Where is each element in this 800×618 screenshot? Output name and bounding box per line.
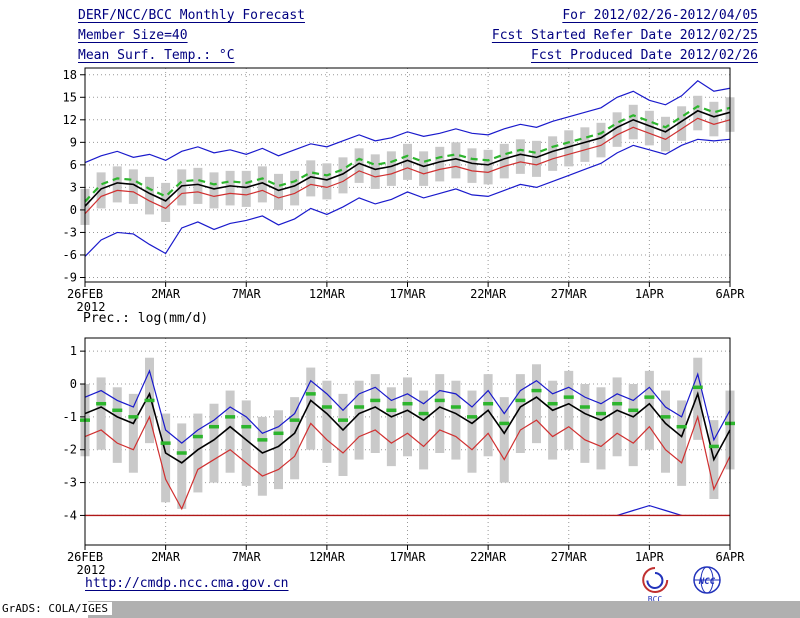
svg-text:22MAR: 22MAR bbox=[470, 287, 507, 301]
bcc-logo-label: BCC bbox=[648, 595, 663, 604]
upper-blue-line bbox=[84, 369, 731, 444]
svg-text:0: 0 bbox=[70, 377, 77, 391]
axis-labels: -9 -6 -3 0 3 6 9 12 15 18 26FEB 2MAR 7MAR 12MAR 17MAR 2… bbox=[63, 68, 746, 314]
svg-text:-3: -3 bbox=[63, 476, 77, 490]
svg-text:-6: -6 bbox=[63, 248, 77, 262]
grads-credit: GrADS: COLA/IGES bbox=[2, 602, 112, 615]
produced-date-label: Fcst Produced Date 2012/02/26 bbox=[531, 48, 758, 63]
green-dashed-line bbox=[84, 105, 731, 203]
svg-text:27MAR: 27MAR bbox=[551, 550, 588, 564]
refer-date-label: Fcst Started Refer Date 2012/02/25 bbox=[491, 28, 758, 43]
svg-text:2012: 2012 bbox=[77, 300, 106, 314]
org-logos: BCC NCC bbox=[642, 566, 721, 604]
svg-text:27MAR: 27MAR bbox=[551, 287, 588, 301]
svg-text:6APR: 6APR bbox=[716, 287, 746, 301]
green-dash-markers bbox=[80, 385, 735, 455]
app-title: DERF/NCC/BCC Monthly Forecast bbox=[78, 8, 305, 23]
bcc-swirl-inner-icon bbox=[646, 572, 664, 589]
upper-blue-line bbox=[84, 80, 731, 164]
svg-text:1APR: 1APR bbox=[635, 550, 665, 564]
temperature-chart: -9 -6 -3 0 3 6 9 12 15 18 26FEB 2MAR 7MAR 12MAR 17MAR 2… bbox=[63, 67, 746, 314]
lower-blue-line bbox=[84, 138, 731, 257]
bottom-strip bbox=[88, 601, 800, 618]
baseline-lines bbox=[85, 504, 730, 517]
precip-chart-title: Prec.: log(mm/d) bbox=[83, 311, 208, 326]
svg-text:1: 1 bbox=[70, 344, 77, 358]
red-line bbox=[84, 117, 731, 215]
svg-text:17MAR: 17MAR bbox=[389, 287, 426, 301]
svg-text:15: 15 bbox=[63, 90, 77, 104]
svg-text:2MAR: 2MAR bbox=[151, 550, 181, 564]
member-size-label: Member Size=40 bbox=[78, 28, 188, 43]
black-mean-line bbox=[84, 391, 731, 464]
svg-text:-1: -1 bbox=[63, 410, 77, 424]
svg-text:-2: -2 bbox=[63, 443, 77, 457]
source-url-link[interactable]: http://cmdp.ncc.cma.gov.cn bbox=[85, 576, 289, 591]
svg-text:7MAR: 7MAR bbox=[232, 287, 262, 301]
svg-text:2MAR: 2MAR bbox=[151, 287, 181, 301]
svg-text:22MAR: 22MAR bbox=[470, 550, 507, 564]
svg-text:7MAR: 7MAR bbox=[232, 550, 262, 564]
svg-text:12: 12 bbox=[63, 113, 77, 127]
svg-text:18: 18 bbox=[63, 68, 77, 82]
temp-chart-title: Mean Surf. Temp.: °C bbox=[78, 48, 235, 63]
svg-text:6APR: 6APR bbox=[716, 550, 746, 564]
svg-text:0: 0 bbox=[70, 203, 77, 217]
svg-text:2012: 2012 bbox=[77, 563, 106, 577]
svg-text:3: 3 bbox=[70, 180, 77, 194]
axis-labels: -4 -3 -2 -1 0 1 26FEB 2MAR 7MAR 12MAR 17MAR 22MAR 27… bbox=[63, 344, 746, 577]
bcc-logo: BCC bbox=[642, 567, 669, 604]
svg-text:26FEB: 26FEB bbox=[67, 287, 103, 301]
black-mean-line bbox=[84, 109, 731, 207]
forecast-range-label: For 2012/02/26-2012/04/05 bbox=[562, 8, 758, 23]
svg-text:-4: -4 bbox=[63, 508, 77, 522]
precipitation-chart: Prec.: log(mm/d) -4 -3 -2 -1 0 1 26FEB 2MAR 7MAR… bbox=[63, 311, 746, 577]
svg-text:17MAR: 17MAR bbox=[389, 550, 426, 564]
svg-text:12MAR: 12MAR bbox=[309, 550, 346, 564]
ncc-logo: NCC bbox=[693, 566, 721, 594]
bcc-swirl-icon bbox=[642, 567, 669, 593]
red-line bbox=[84, 414, 731, 511]
svg-text:6: 6 bbox=[70, 158, 77, 172]
blue-baseline-bump bbox=[616, 504, 682, 517]
ncc-logo-label: NCC bbox=[698, 577, 716, 587]
svg-text:-3: -3 bbox=[63, 225, 77, 239]
svg-text:-9: -9 bbox=[63, 270, 77, 284]
svg-text:12MAR: 12MAR bbox=[309, 287, 346, 301]
svg-text:9: 9 bbox=[70, 135, 77, 149]
svg-text:26FEB: 26FEB bbox=[67, 550, 103, 564]
svg-text:1APR: 1APR bbox=[635, 287, 665, 301]
